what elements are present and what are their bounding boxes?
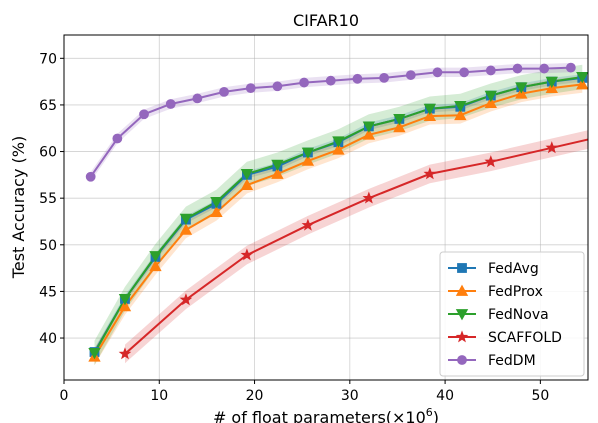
x-tick-label: 30 [341,388,359,404]
legend-marker-fedavg [457,263,467,273]
fedprox-point [271,167,284,179]
fedprox-point [179,223,193,235]
fedprox-point [454,108,467,121]
y-tick-label: 55 [39,191,57,207]
fednova-point [545,76,558,88]
scaffold-point [179,293,193,306]
scaffold-point [118,347,132,360]
feddm-point [325,75,336,86]
feddm-point [405,70,416,80]
scaffold-point [301,218,315,231]
fedprox-point [362,128,376,140]
fedprox-point [149,259,162,272]
feddm-point [272,81,283,92]
feddm-point [352,73,363,84]
x-axis-title-close: ) [433,408,439,423]
feddm-point [245,83,256,94]
y-tick-label: 60 [39,145,57,161]
fedprox-point [423,109,437,122]
feddm-point [565,62,576,73]
legend-marker-scaffold [455,330,469,343]
fednova-point [393,114,406,126]
legend-label-scaffold: SCAFFOLD [488,330,562,346]
series-markers [85,62,588,362]
x-tick-label: 40 [436,388,454,404]
feddm-point [112,133,123,144]
x-axis-title-text: # of float parameters [213,408,386,423]
feddm-point [165,99,176,109]
fednova-point [240,169,254,181]
legend-label-feddm: FedDM [488,353,536,369]
fedprox-point [393,120,406,133]
feddm-point [432,67,443,78]
fednova-point [484,90,497,102]
x-tick-label: 50 [531,388,549,404]
fednova-point [301,147,315,159]
feddm-point [139,109,149,120]
y-tick-label: 45 [39,284,57,300]
x-axis-title-exponent: 6 [426,406,433,419]
fednova-point [88,348,101,360]
fednova-point [515,82,528,94]
y-axis-title: Test Accuracy (%) [9,136,28,279]
x-tick-label: 0 [60,388,69,404]
feddm-band [90,63,571,182]
fedprox-band [94,76,583,366]
fednova-point [454,100,467,113]
legend-label-fedprox: FedProx [488,284,543,300]
feddm-point [85,171,96,182]
x-axis-ticks: 0 10 20 30 40 50 [60,380,549,404]
fedprox-point [484,96,497,108]
fedprox-point [118,300,132,312]
legend-box [439,251,585,377]
feddm-point [192,93,203,104]
feddm-point [485,65,496,76]
x-axis-title: # of float parameters(×106) [213,406,439,423]
scaffold-band [125,130,588,364]
fednova-point [271,159,284,171]
y-tick-label: 70 [39,51,57,67]
plot-frame [63,34,589,381]
fednova-point [210,197,223,209]
y-tick-label: 65 [39,98,57,114]
fednova-point [118,293,132,306]
grid [63,35,588,380]
legend-label-fednova: FedNova [488,307,549,323]
fednova-point [362,121,376,133]
fednova-point [179,213,193,226]
fednova-point [423,103,437,115]
fedprox-point [332,143,345,155]
fedprox-point [301,154,315,166]
scaffold-point [240,248,254,261]
scaffold-point [362,191,376,204]
y-axis-ticks: 40 45 50 55 60 65 70 [39,51,64,347]
feddm-point [459,67,470,78]
legend-label-fedavg: FedAvg [488,261,539,277]
feddm-point [219,86,229,97]
legend-marker-fedprox [455,284,469,296]
fedprox-point [210,205,223,218]
x-tick-label: 20 [246,388,264,404]
feddm-point [512,63,523,74]
legend-marker-fednova [455,309,469,321]
feddm-point [379,72,390,83]
feddm-point [299,77,309,88]
y-tick-label: 40 [39,331,57,347]
fednova-point [576,72,588,84]
scaffold-point [545,141,559,154]
x-axis-title-multiplier: (×10 [386,408,426,423]
fedprox-point [240,178,254,191]
x-tick-label: 10 [150,388,168,404]
fedprox-point [576,78,588,90]
y-tick-label: 50 [39,238,57,254]
chart-title: CIFAR10 [293,11,359,30]
fednova-point [332,136,345,148]
scaffold-point [484,155,498,168]
legend-marker-feddm [457,355,467,365]
feddm-point [539,63,550,74]
legend: FedAvg FedProx FedNova SCAFFOLD FedDM [439,251,585,377]
fednova-point [149,251,162,263]
scaffold-point [423,167,437,180]
